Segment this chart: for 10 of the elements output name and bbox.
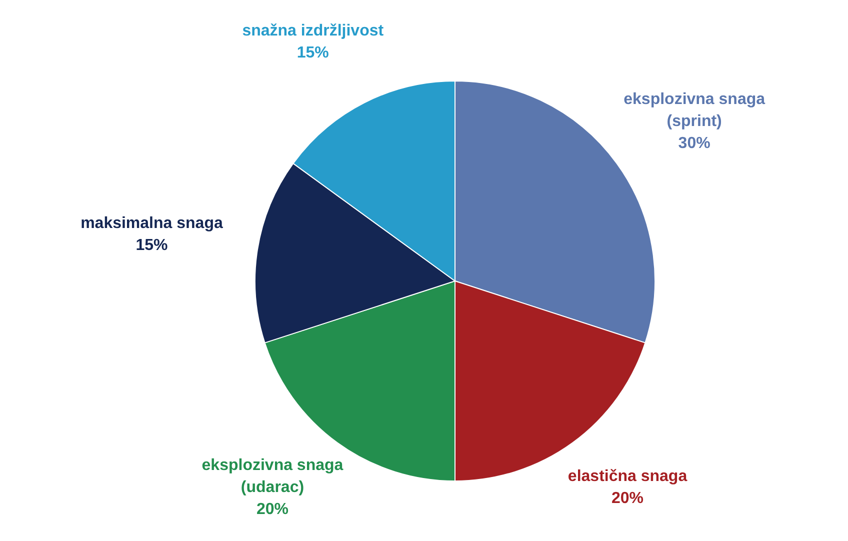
slice-label: eksplozivna snaga (udarac): [202, 457, 344, 496]
slice-label: eksplozivna snaga (sprint): [624, 91, 766, 130]
data-label: 15%: [296, 44, 329, 62]
data-label: 20%: [611, 490, 644, 508]
slice-label: maksimalna snaga: [80, 215, 223, 232]
slice-label: elastična snaga: [568, 468, 688, 486]
slice-label: snažna izdržljivost: [242, 22, 384, 40]
data-label: 15%: [136, 237, 168, 254]
data-label: 20%: [256, 501, 289, 518]
data-label: 30%: [678, 135, 710, 152]
